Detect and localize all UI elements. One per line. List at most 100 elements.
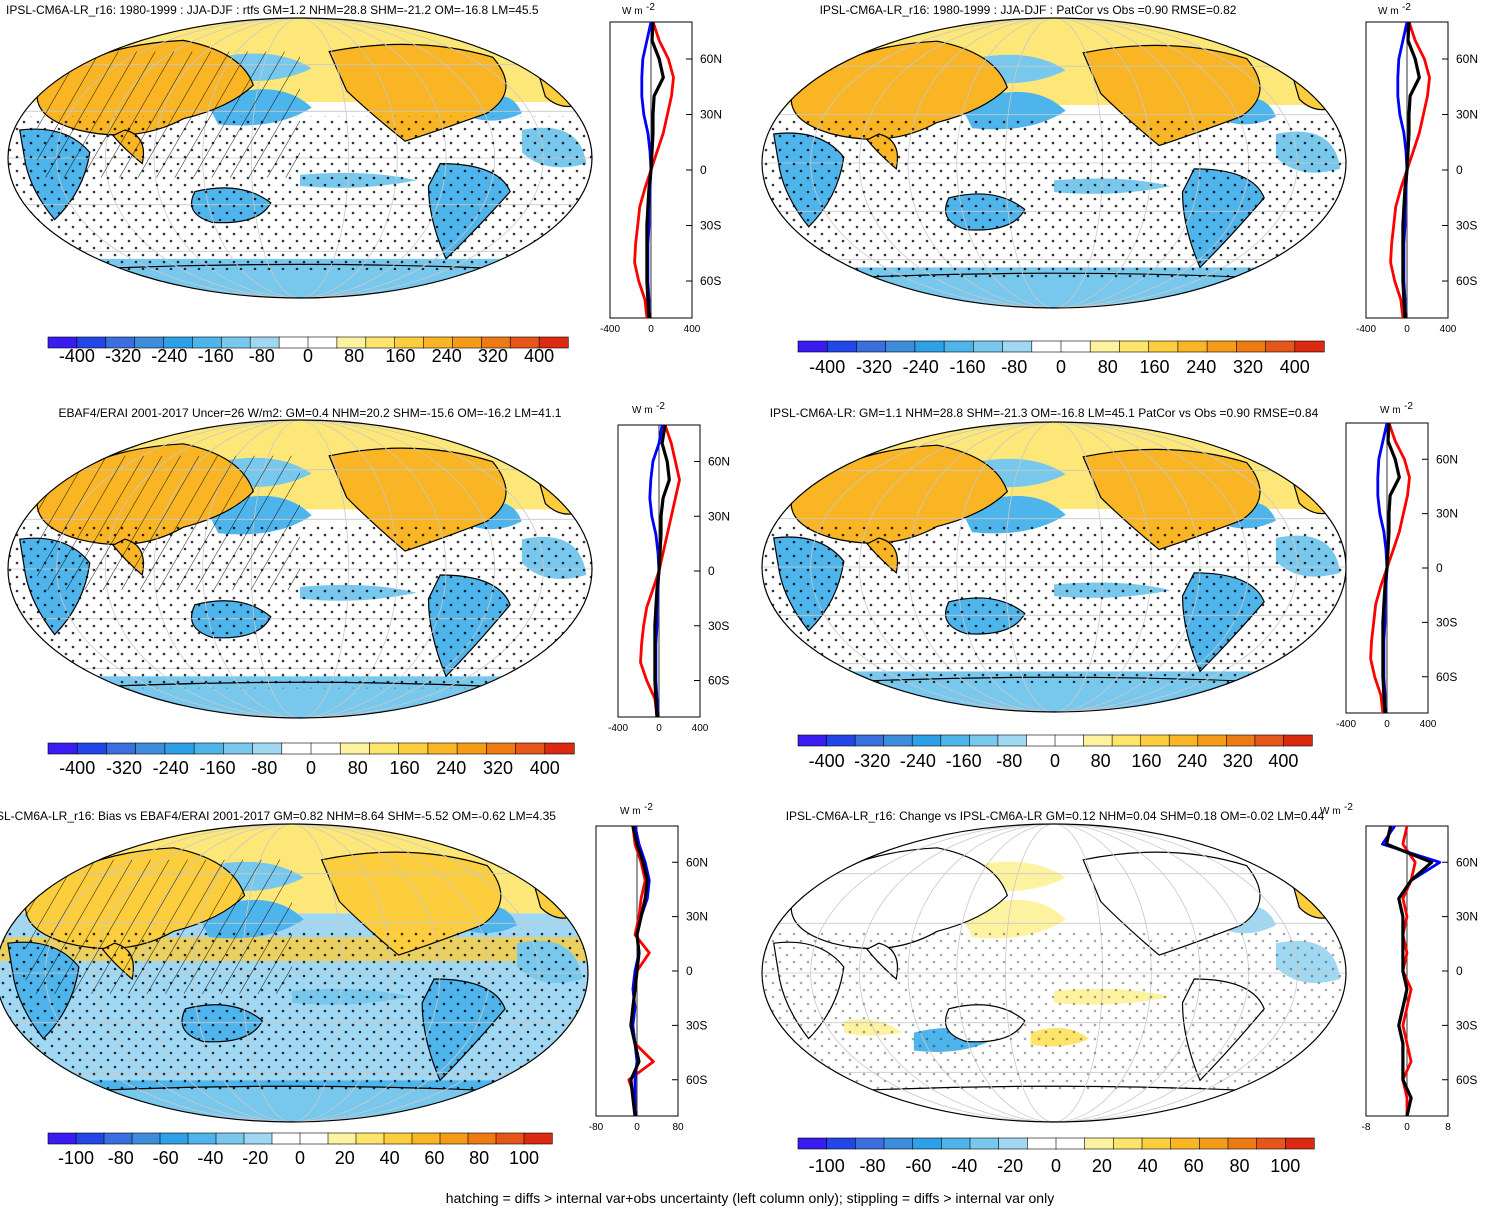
colorbar-tick-label: 240 [432,346,462,366]
colorbar-box [135,742,166,755]
zonal-profile: W m -2 60N 30N 0 30S 60S -80 0 80 [589,802,708,1133]
profile-lat-label: 30S [700,219,721,233]
colorbar-box [914,340,945,353]
profile-lat-label: 60S [686,1073,707,1087]
colorbar-tick-label: -80 [108,1148,134,1168]
colorbar-tick-label: -160 [198,346,234,366]
colorbar-box [1206,340,1237,353]
colorbar-box [1265,340,1296,353]
colorbar-box [398,742,429,755]
panel-2: IPSL-CM6A-LR_r16: 1980-1999 : JJA-DJF : … [761,2,1478,377]
profile-unit: W m [1378,6,1399,17]
colorbar-box [1236,340,1267,353]
colorbar-tick-label: 0 [295,1148,305,1168]
colorbar-tick-label: -320 [856,357,892,377]
hatching [37,51,300,178]
colorbar-box [1119,340,1150,353]
colorbar-box [1283,734,1313,747]
map-outline [761,823,1347,1123]
colorbar-box [47,1132,77,1145]
colorbar-box [485,742,517,755]
colorbar-tick-label: -240 [903,357,939,377]
colorbar-tick-label: 240 [436,758,466,778]
colorbar-box [826,340,858,353]
colorbar-box [885,340,916,353]
panel-4: IPSL-CM6A-LR: GM=1.1 NHM=28.8 SHM=-21.3 … [761,401,1458,771]
profile-lat-label: 60N [700,52,722,66]
zonal-profile: W m -2 60N 30N 0 30S 60S -8 0 8 [1320,802,1478,1133]
profile-x-label: -400 [608,723,628,734]
profile-x-label: -400 [1356,324,1376,335]
profile-line-black [1401,21,1421,319]
profile-unit-exponent: -2 [1402,2,1411,13]
panel-1: IPSL-CM6A-LR_r16: 1980-1999 : JJA-DJF : … [6,2,722,366]
colorbar-tick-label: -40 [951,1156,977,1176]
colorbar-box [310,742,341,755]
colorbar: -400 -320 -240 -160 -80 0 80 160 240 320 400 [47,336,569,366]
profile-x-label: -8 [1362,1122,1371,1133]
colorbar-box [544,742,575,755]
colorbar-box [131,1132,161,1145]
profile-lat-label: 60S [1436,670,1457,684]
colorbar-tick-label: -100 [809,1156,845,1176]
colorbar-box [826,734,856,747]
colorbar-tick-label: -20 [997,1156,1023,1176]
colorbar-tick-label: 160 [1139,357,1169,377]
colorbar-box [467,1132,497,1145]
colorbar-tick-label: -80 [1001,357,1027,377]
panel-title: EBAF4/ERAI 2001-2017 Uncer=26 W/m2: GM=0… [59,406,562,420]
colorbar-box [1084,1137,1114,1150]
colorbar-tick-label: 320 [478,346,508,366]
map-outline [7,419,593,719]
profile-unit-exponent: -2 [656,401,665,412]
colorbar-box [1256,1137,1286,1150]
colorbar-box [797,734,828,747]
colorbar-tick-label: 0 [303,346,313,366]
colorbar-tick-label: -60 [905,1156,931,1176]
colorbar-box [1254,734,1285,747]
colorbar-tick-label: -240 [900,751,936,771]
colorbar-tick-label: -80 [251,758,277,778]
profile-unit-exponent: -2 [1404,401,1413,412]
profile-x-label: -400 [1336,719,1356,730]
map-outline [0,823,589,1123]
profile-line-black [629,825,649,1117]
colorbar-box [1148,340,1179,353]
colorbar-box [1140,734,1170,747]
colorbar-tick-label: -40 [197,1148,223,1168]
colorbar-box [1089,340,1120,353]
world-map [8,18,592,298]
profile-x-label: 400 [684,324,701,335]
colorbar-box [355,1132,385,1145]
colorbar-tick-label: -160 [199,758,235,778]
profile-lat-label: 30N [686,910,708,924]
colorbar: -400 -320 -240 -160 -80 0 80 160 240 320 400 [797,734,1313,771]
world-map [0,824,588,1122]
colorbar: -400 -320 -240 -160 -80 0 80 160 240 320 400 [47,742,575,778]
colorbar-tick-label: 80 [348,758,368,778]
colorbar-box [106,742,137,755]
stippling [762,928,1346,1093]
colorbar-box [523,1132,553,1145]
colorbar-tick-label: -100 [58,1148,94,1168]
panel-5: SL-CM6A-LR_r16: Bias vs EBAF4/ERAI 2001-… [0,802,708,1168]
colorbar-box [1285,1137,1315,1150]
profile-x-label: 80 [672,1122,684,1133]
profile-x-label: -400 [600,324,620,335]
hatching [37,455,300,590]
colorbar-box [797,1137,828,1150]
colorbar-tick-label: -160 [946,751,982,771]
colorbar-tick-label: 80 [1091,751,1111,771]
colorbar-box [997,734,1028,747]
colorbar-tick-label: 320 [483,758,513,778]
profile-lat-label: 0 [708,564,715,578]
colorbar-box [856,340,887,353]
colorbar-box [943,340,974,353]
colorbar-tick-label: -240 [151,346,187,366]
colorbar-box [75,1132,105,1145]
profile-lat-label: 0 [1456,163,1463,177]
profile-x-label: 0 [1404,1122,1410,1133]
colorbar-tick-label: -320 [105,346,141,366]
colorbar-box [883,1137,914,1150]
colorbar-tick-label: 40 [1138,1156,1158,1176]
